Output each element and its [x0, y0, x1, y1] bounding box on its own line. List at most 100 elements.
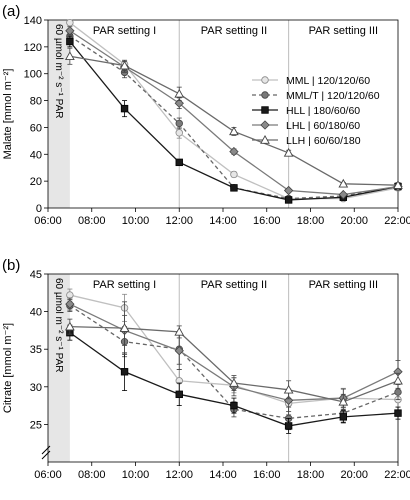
- series-llh: [65, 301, 403, 410]
- data-point: [393, 375, 403, 385]
- series-llh: [65, 47, 403, 189]
- x-tick-label: 16:00: [253, 469, 281, 481]
- y-tick-label: 40: [30, 149, 42, 161]
- data-point: [230, 184, 238, 192]
- x-tick-label: 16:00: [253, 215, 281, 227]
- data-point: [120, 104, 129, 113]
- data-point: [65, 51, 75, 60]
- data-point: [229, 146, 239, 157]
- y-tick-label: 100: [24, 69, 42, 81]
- setting-label: PAR setting II: [201, 25, 267, 37]
- legend-marker: [260, 120, 270, 130]
- y-tick-label: 20: [30, 176, 42, 188]
- x-tick-label: 10:00: [122, 469, 150, 481]
- data-point: [283, 185, 294, 196]
- y-tick-label: 140: [24, 15, 42, 27]
- data-point: [230, 170, 238, 179]
- legend-marker: [260, 134, 270, 144]
- data-point: [394, 388, 402, 396]
- x-tick-label: 12:00: [165, 215, 193, 227]
- panel-label: (a): [2, 3, 20, 20]
- x-tick-label: 10:00: [122, 215, 150, 227]
- x-tick-label: 18:00: [297, 215, 325, 227]
- panel-label: (b): [2, 257, 20, 274]
- data-point: [283, 147, 294, 157]
- data-point: [65, 26, 75, 36]
- data-point: [283, 384, 294, 394]
- data-point: [338, 189, 348, 200]
- x-tick-label: 08:00: [78, 469, 106, 481]
- data-point: [284, 422, 293, 430]
- y-axis-label: Malate [mmol m⁻²]: [2, 69, 14, 160]
- chart-panel-citrate: PAR setting I PAR setting II PAR setting I…: [2, 257, 410, 481]
- par-side-note: 60 µmol m⁻² s⁻¹ PAR: [53, 24, 64, 118]
- y-tick-label: 30: [30, 382, 42, 394]
- setting-label: PAR setting I: [93, 25, 156, 37]
- data-point: [120, 368, 129, 376]
- data-point: [66, 18, 74, 27]
- data-point: [175, 390, 183, 399]
- data-point: [284, 196, 293, 204]
- x-tick-label: 14:00: [209, 469, 237, 481]
- data-point: [66, 291, 74, 299]
- par-side-note: 60 µmol m⁻² s⁻¹ PAR: [53, 278, 64, 372]
- x-tick-label: 14:00: [209, 215, 237, 227]
- x-tick-label: 12:00: [165, 469, 193, 481]
- x-tick-label: 22:00: [384, 215, 410, 227]
- data-point: [338, 396, 349, 406]
- data-point: [175, 129, 183, 137]
- y-tick-label: 80: [30, 96, 42, 108]
- x-tick-label: 06:00: [34, 215, 62, 227]
- x-tick-label: 08:00: [78, 215, 106, 227]
- data-point: [174, 88, 185, 98]
- x-tick-label: 22:00: [384, 469, 410, 481]
- y-tick-label: 45: [30, 269, 42, 281]
- data-point: [174, 346, 184, 356]
- y-axis-label: Citrate [mmol m⁻²]: [2, 323, 14, 413]
- setting-label: PAR setting I: [93, 279, 156, 291]
- y-tick-label: 120: [24, 42, 42, 54]
- data-point: [65, 321, 75, 331]
- y-tick-label: 0: [36, 203, 42, 215]
- data-point: [229, 126, 239, 136]
- data-point: [283, 395, 294, 406]
- data-point: [174, 98, 184, 108]
- data-point: [175, 158, 183, 167]
- data-point: [339, 413, 348, 421]
- data-point: [229, 378, 239, 387]
- legend-marker: [261, 106, 269, 114]
- series-lhl: [65, 297, 403, 413]
- legend-marker: [261, 91, 269, 99]
- legend-label: LHL | 60/180/60: [286, 120, 360, 132]
- setting-label: PAR setting III: [309, 25, 379, 37]
- x-tick-label: 18:00: [297, 469, 325, 481]
- legend: MML | 120/120/60 MML/T | 120/120/60 HLL | …: [252, 75, 380, 147]
- y-tick-label: 35: [30, 344, 42, 356]
- data-point: [174, 326, 185, 336]
- legend-label: HLL | 180/60/60: [286, 105, 360, 117]
- data-point: [230, 401, 238, 410]
- x-tick-label: 20:00: [340, 469, 368, 481]
- data-point: [394, 409, 402, 417]
- setting-label: PAR setting III: [309, 279, 379, 291]
- dark-period-shade: [48, 20, 70, 208]
- chart-panel-malate: PAR setting I PAR setting II PAR setting I…: [2, 3, 410, 227]
- axis-break-mark: [41, 445, 51, 460]
- legend-label: MML | 120/120/60: [286, 75, 370, 87]
- data-point: [65, 299, 75, 309]
- legend-label: MML/T | 120/120/60: [286, 90, 380, 102]
- setting-label: PAR setting II: [201, 279, 267, 291]
- x-tick-label: 20:00: [340, 215, 368, 227]
- x-tick-label: 06:00: [34, 469, 62, 481]
- legend-marker: [261, 76, 269, 84]
- legend-label: LLH | 60/60/180: [286, 135, 361, 147]
- y-tick-label: 60: [30, 122, 42, 134]
- dark-period-shade: [48, 274, 70, 462]
- data-point: [66, 37, 74, 46]
- y-tick-label: 25: [30, 419, 42, 431]
- data-point: [393, 180, 403, 189]
- y-tick-label: 40: [30, 307, 42, 319]
- data-point: [119, 323, 130, 332]
- data-point: [175, 119, 183, 128]
